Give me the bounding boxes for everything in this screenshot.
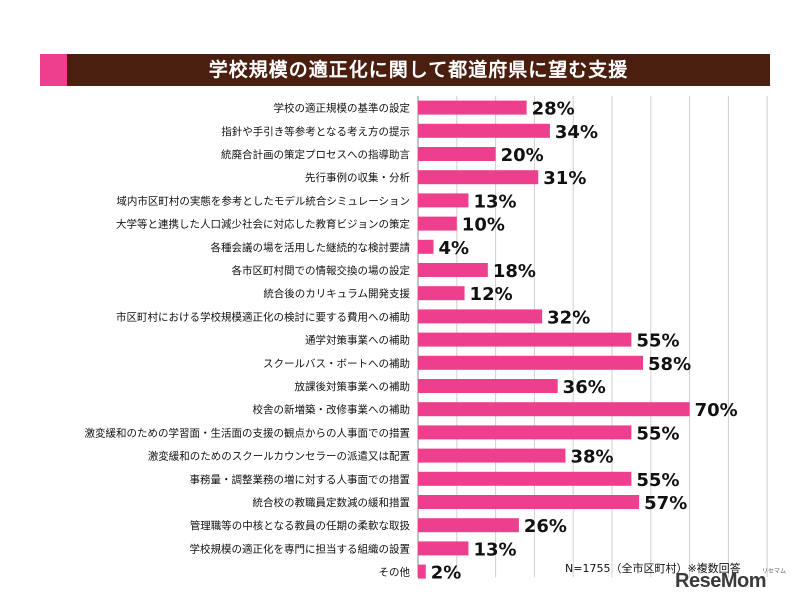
bar <box>418 448 566 463</box>
value-label: 2% <box>431 563 462 584</box>
value-label: 26% <box>524 516 567 537</box>
chart-title: 学校規模の適正化に関して都道府県に望む支援 <box>208 59 629 81</box>
title-background <box>67 54 770 86</box>
category-label: 学校規模の適正化を専門に担当する組織の設置 <box>190 542 411 555</box>
bar <box>418 123 550 138</box>
category-label: 各市区町村間での情報交換の場の設定 <box>232 264 411 277</box>
resemom-logo-sub: リセマム <box>762 568 787 575</box>
category-label: 激変緩和のためのスクールカウンセラーの派遣又は配置 <box>148 450 410 463</box>
bar <box>418 147 496 161</box>
category-label: 管理職等の中核となる教員の任期の柔軟な取扱 <box>190 519 411 532</box>
value-label: 70% <box>695 400 738 421</box>
bar <box>418 286 465 301</box>
footnote: N=1755（全市区町村）※複数回答 <box>565 562 741 575</box>
category-label: 域内市区町村の実態を参考としたモデル統合シミュレーション <box>116 194 410 207</box>
bar <box>418 216 457 231</box>
category-label: 指針や手引き等参考となる考え方の提示 <box>221 125 410 138</box>
bar <box>418 425 632 440</box>
category-label: その他 <box>379 566 411 579</box>
bar <box>418 564 426 579</box>
value-label: 4% <box>439 238 470 259</box>
category-label: 統合校の教職員定数減の緩和措置 <box>253 496 411 509</box>
value-label: 10% <box>462 215 505 236</box>
category-label: スクールバス・ボートへの補助 <box>263 357 410 370</box>
value-label: 55% <box>636 423 679 444</box>
bar <box>418 518 519 533</box>
value-label: 12% <box>470 284 513 305</box>
category-label: 学校の適正規模の基準の設定 <box>274 102 411 115</box>
value-label: 36% <box>563 377 606 398</box>
value-label: 32% <box>547 307 590 328</box>
bar <box>418 263 488 277</box>
category-label: 激変緩和のための学習面・生活面の支援の観点からの人事面での措置 <box>85 426 411 439</box>
bar <box>418 239 434 254</box>
bar <box>418 541 469 556</box>
value-label: 20% <box>501 145 544 166</box>
category-label: 校舎の新増築・改修事業への補助 <box>253 403 411 416</box>
value-label: 18% <box>493 261 536 282</box>
bar <box>418 355 644 370</box>
bar <box>418 332 632 347</box>
bar <box>418 495 640 509</box>
value-label: 34% <box>555 122 598 143</box>
category-label: 大学等と連携した人口減少社会に対応した教育ビジョンの策定 <box>116 218 410 231</box>
category-label: 事務量・調整業務の増に対する人事面での措置 <box>190 473 411 486</box>
category-label: 放課後対策事業への補助 <box>295 380 411 393</box>
value-label: 31% <box>543 168 586 189</box>
category-label: 先行事例の収集・分析 <box>305 171 410 184</box>
bar <box>418 170 539 185</box>
bar <box>418 402 690 417</box>
category-label: 統廃合計画の策定プロセスへの指導助言 <box>221 148 410 161</box>
value-label: 28% <box>532 99 575 120</box>
value-label: 58% <box>648 354 691 375</box>
value-label: 13% <box>473 539 516 560</box>
title-accent <box>40 54 67 86</box>
value-label: 57% <box>644 493 687 514</box>
title-bar: 学校規模の適正化に関して都道府県に望む支援 <box>40 54 770 86</box>
value-label: 55% <box>636 331 679 352</box>
bar <box>418 193 469 208</box>
bar <box>418 100 527 115</box>
value-label: 13% <box>473 191 516 212</box>
category-label: 市区町村における学校規模適正化の検討に要する費用への補助 <box>116 310 410 323</box>
value-label: 55% <box>636 470 679 491</box>
value-label: 38% <box>570 447 613 468</box>
category-label: 通学対策事業への補助 <box>305 334 410 347</box>
bar <box>418 309 543 324</box>
bar <box>418 379 558 393</box>
category-label: 統合後のカリキュラム開発支援 <box>263 287 410 300</box>
bar <box>418 471 632 486</box>
category-label: 各種会議の場を活用した継続的な検討要請 <box>211 241 411 254</box>
resemom-logo: ReseMom <box>675 570 766 592</box>
